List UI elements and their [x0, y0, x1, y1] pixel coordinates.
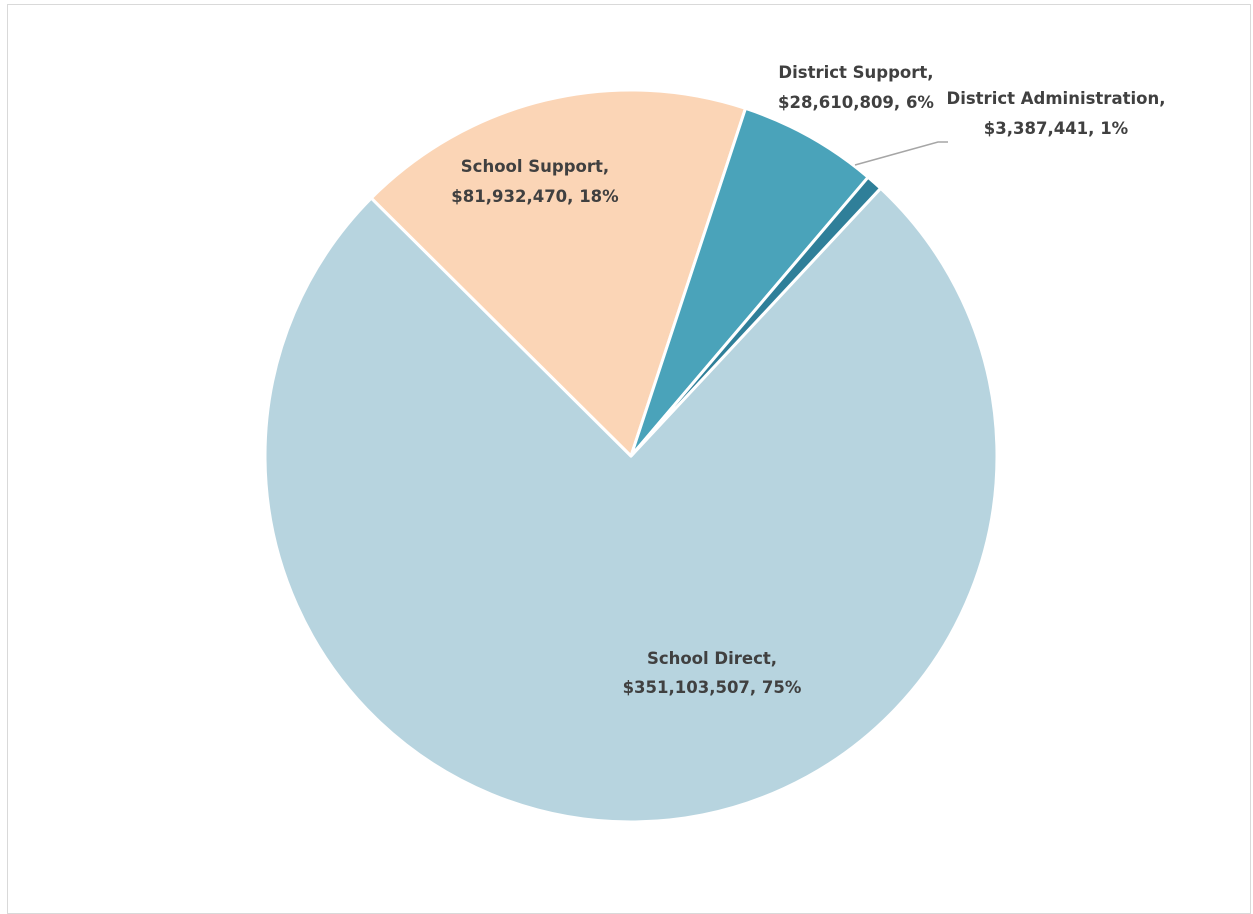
label-category-district-support: District Support	[778, 63, 927, 82]
label-value-district-administration: $3,387,441	[984, 119, 1088, 138]
label-category-school-support: School Support	[461, 157, 603, 176]
pie-slice-school-support	[369, 88, 747, 458]
label-percent-district-administration: 1%	[1100, 119, 1128, 138]
label-percent-school-support: 18%	[579, 187, 619, 206]
data-label-school-support-value: $81,932,470, 18%	[451, 187, 619, 206]
data-label-district-support: District Support,	[778, 63, 933, 82]
data-label-school-support: School Support,	[461, 157, 609, 176]
pie-slices	[263, 88, 999, 824]
pie-slice-school-direct	[263, 186, 999, 824]
label-percent-district-support: 6%	[906, 93, 934, 112]
pie-slice-district-support	[629, 106, 870, 458]
label-category-school-direct: School Direct	[647, 649, 771, 668]
pie-slice-district-administration	[629, 175, 883, 458]
label-category-district-administration: District Administration	[947, 89, 1160, 108]
data-label-district-administration: District Administration,	[947, 89, 1166, 108]
data-label-school-direct: School Direct,	[647, 649, 777, 668]
label-value-school-support: $81,932,470	[451, 187, 567, 206]
leader-line-district-administration	[854, 141, 948, 166]
data-label-district-support-value: $28,610,809, 6%	[778, 93, 934, 112]
data-label-district-administration-value: $3,387,441, 1%	[984, 119, 1129, 138]
data-label-school-direct-value: $351,103,507, 75%	[623, 678, 802, 697]
leader-lines	[854, 141, 948, 166]
label-value-school-direct: $351,103,507	[623, 678, 750, 697]
label-percent-school-direct: 75%	[762, 678, 802, 697]
label-value-district-support: $28,610,809	[778, 93, 894, 112]
